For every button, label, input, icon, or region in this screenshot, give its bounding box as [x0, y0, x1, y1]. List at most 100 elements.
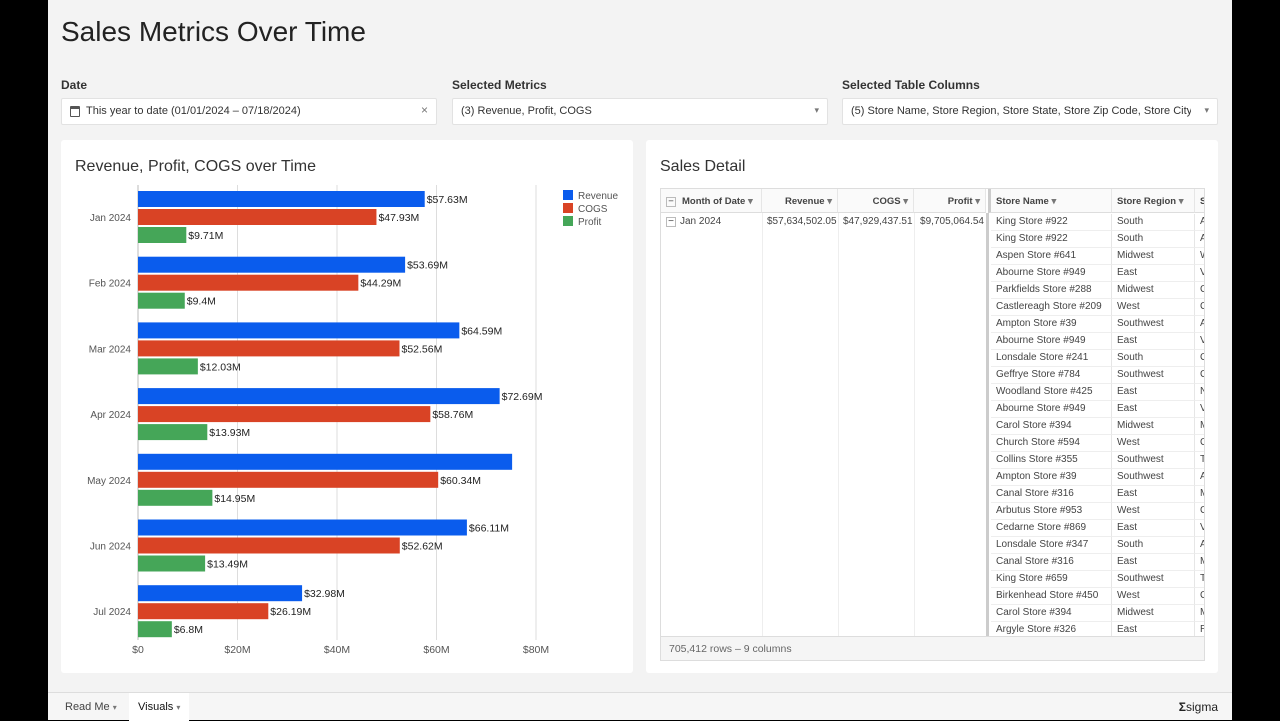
table-cell: King Store #922 [991, 214, 1112, 231]
table-cell: C [1195, 588, 1204, 605]
bar-profit [138, 292, 185, 309]
columns-filter-label: Selected Table Columns [842, 78, 980, 92]
date-filter-input[interactable]: This year to date (01/01/2024 – 07/18/20… [61, 98, 437, 125]
group-month: Jan 2024 [680, 216, 722, 227]
chevron-down-icon[interactable]: ▾ [900, 196, 908, 207]
column-header[interactable]: Revenue ▾ [762, 189, 838, 213]
column-header-label: Store Region [1117, 196, 1177, 207]
data-label: $9.71M [188, 230, 223, 242]
column-header[interactable]: S [1195, 189, 1204, 213]
data-label: $60.34M [440, 475, 481, 487]
table-cell: Abourne Store #949 [991, 401, 1112, 418]
sigma-logo: Σsigma [1179, 700, 1218, 714]
legend-label: Revenue [578, 191, 618, 202]
chevron-down-icon[interactable]: ▾ [1048, 196, 1057, 207]
column-header[interactable]: Store Name ▾ [988, 189, 1112, 213]
table-cell: Midwest [1112, 605, 1195, 622]
bar-cogs [138, 537, 400, 554]
table-cell: Castlereagh Store #209 [991, 299, 1112, 316]
data-label: $72.69M [502, 391, 543, 403]
table-cell: Ampton Store #39 [991, 316, 1112, 333]
frozen-divider [986, 213, 989, 636]
table-cell: Parkfields Store #288 [991, 282, 1112, 299]
data-label: $53.69M [407, 260, 448, 272]
table-cell: Abourne Store #949 [991, 333, 1112, 350]
y-tick-label: Apr 2024 [90, 410, 131, 421]
y-tick-label: Feb 2024 [89, 279, 132, 290]
chevron-down-icon: ▾ [112, 703, 117, 712]
table-cell: C [1195, 503, 1204, 520]
columns-select[interactable]: (5) Store Name, Store Region, Store Stat… [842, 98, 1218, 125]
column-header[interactable]: Profit ▾ [914, 189, 986, 213]
data-label: $26.19M [270, 606, 311, 618]
collapse-icon[interactable]: − [666, 217, 676, 227]
data-label: $47.93M [378, 212, 419, 224]
table-cell: Canal Store #316 [991, 486, 1112, 503]
table-cell: C [1195, 299, 1204, 316]
table-cell: Abourne Store #949 [991, 265, 1112, 282]
chevron-down-icon[interactable]: ▾ [972, 196, 980, 207]
bar-chart: $0 $20M $40M $60M $80M Jan 2024 $57.63M $47.93M… [87, 185, 618, 656]
column-header-label: Revenue [784, 196, 825, 207]
table-cell: Southwest [1112, 367, 1195, 384]
data-label: $52.62M [402, 541, 443, 553]
table-cell: M [1195, 418, 1204, 435]
data-label: $13.49M [207, 559, 248, 571]
table-cell: South [1112, 231, 1195, 248]
table-cell: Geffrye Store #784 [991, 367, 1112, 384]
data-label: $14.95M [214, 493, 255, 505]
chevron-down-icon[interactable]: ▾ [1204, 105, 1209, 115]
table-cell: West [1112, 588, 1195, 605]
table-cell: Midwest [1112, 418, 1195, 435]
bar-profit [138, 358, 198, 375]
collapse-icon[interactable]: − [666, 197, 676, 207]
table-cell: C [1195, 282, 1204, 299]
table-cell: Southwest [1112, 452, 1195, 469]
chevron-down-icon[interactable]: ▾ [745, 196, 753, 207]
tab-read-me[interactable]: Read Me ▾ [56, 693, 126, 721]
column-header[interactable]: Store Region ▾ [1112, 189, 1195, 213]
chevron-down-icon[interactable]: ▾ [814, 105, 819, 115]
bar-revenue [138, 322, 460, 339]
columns-select-value: (5) Store Name, Store Region, Store Stat… [851, 105, 1191, 117]
column-header[interactable]: − Month of Date ▾ [661, 189, 762, 213]
column-divider [762, 213, 763, 636]
table-cell: A [1195, 231, 1204, 248]
y-tick-label: Jan 2024 [90, 213, 132, 224]
table-cell: Lonsdale Store #347 [991, 537, 1112, 554]
column-divider [914, 213, 915, 636]
table-cell: South [1112, 214, 1195, 231]
table-cell: Southwest [1112, 571, 1195, 588]
metrics-select-value: (3) Revenue, Profit, COGS [461, 105, 592, 117]
chevron-down-icon[interactable]: ▾ [824, 196, 832, 207]
table-cell: A [1195, 316, 1204, 333]
bar-revenue [138, 256, 406, 273]
table-cell: A [1195, 469, 1204, 486]
table-cell: King Store #922 [991, 231, 1112, 248]
table-cell: East [1112, 265, 1195, 282]
bar-cogs [138, 471, 439, 488]
bar-revenue [138, 519, 467, 536]
metrics-select[interactable]: (3) Revenue, Profit, COGS ▾ [452, 98, 828, 125]
data-label: $52.56M [401, 343, 442, 355]
column-header[interactable]: COGS ▾ [838, 189, 914, 213]
clear-icon[interactable]: × [420, 103, 428, 117]
table-cell: T [1195, 571, 1204, 588]
legend-label: Profit [578, 217, 602, 228]
chevron-down-icon: ▾ [176, 703, 181, 712]
data-label: $58.76M [432, 409, 473, 421]
table-cell: Arbutus Store #953 [991, 503, 1112, 520]
tab-visuals[interactable]: Visuals ▾ [129, 693, 190, 721]
column-header-label: S [1200, 196, 1204, 207]
table-cell: Southwest [1112, 469, 1195, 486]
x-tick-label: $0 [132, 644, 144, 656]
group-cell-revenue: $57,634,502.05 [767, 216, 837, 227]
table-cell: Cedarne Store #869 [991, 520, 1112, 537]
chevron-down-icon[interactable]: ▾ [1176, 196, 1184, 207]
table-cell: Birkenhead Store #450 [991, 588, 1112, 605]
table-cell: King Store #659 [991, 571, 1112, 588]
table-cell: East [1112, 520, 1195, 537]
bar-revenue [138, 191, 425, 207]
data-label: $66.11M [469, 523, 509, 535]
x-tick-label: $60M [423, 644, 449, 656]
